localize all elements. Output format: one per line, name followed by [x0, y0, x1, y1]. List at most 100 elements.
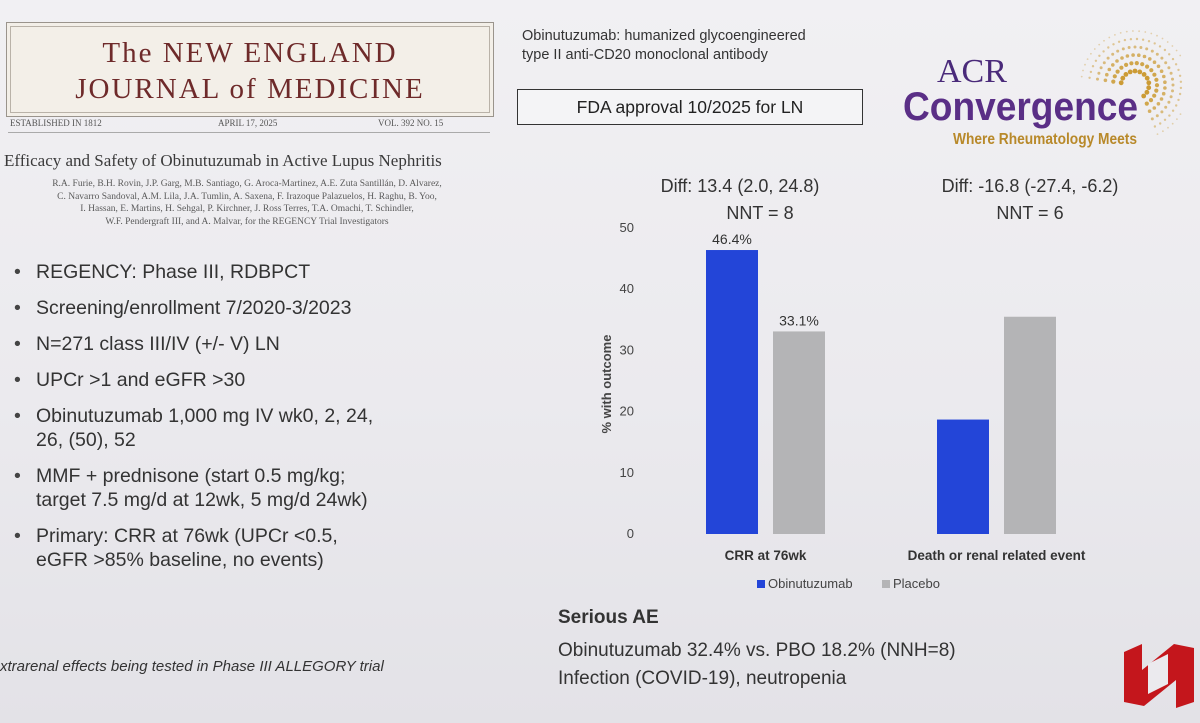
logo-dot: [1137, 69, 1143, 75]
article-title: Efficacy and Safety of Obinutuzumab in A…: [4, 151, 442, 170]
logo-dot: [1159, 97, 1164, 101]
logo-dot: [1133, 45, 1137, 49]
y-axis-label: % with outcome: [599, 335, 614, 434]
logo-acr-text: ACR: [937, 53, 1007, 90]
logo-dot: [1152, 106, 1157, 110]
logo-dot: [1116, 49, 1120, 53]
logo-dot: [1158, 45, 1162, 48]
logo-dot: [1141, 38, 1145, 41]
logo-dot: [1106, 56, 1110, 60]
logo-dot: [1118, 80, 1124, 86]
bullet-item: Screening/enrollment 7/2020-3/2023: [12, 296, 532, 320]
logo-dot: [1179, 86, 1183, 90]
y-tick-label: 10: [620, 465, 634, 480]
legend-swatch-placebo: [882, 580, 890, 588]
logo-dot: [1098, 54, 1101, 57]
authors-line: I. Hassan, E. Martins, H. Sehgal, P. Kir…: [80, 204, 414, 214]
logo-dot: [1163, 118, 1167, 122]
logo-dot: [1129, 38, 1133, 41]
logo-dot: [1179, 113, 1182, 115]
logo-dot: [1178, 92, 1182, 96]
logo-dot: [1154, 77, 1159, 82]
logo-dot: [1103, 39, 1105, 42]
logo-dot: [1164, 61, 1168, 65]
legend-label-obinutuzumab: Obinutuzumab: [768, 576, 853, 591]
y-tick-label: 40: [620, 281, 634, 296]
drug-description: Obinutuzumab: humanized glycoengineered …: [522, 27, 902, 65]
logo-dot: [1124, 62, 1129, 67]
logo-dot: [1120, 75, 1126, 81]
logo-dot: [1147, 40, 1151, 43]
bullet-text: REGENCY: Phase III, RDBPCT: [36, 261, 311, 283]
logo-dot: [1089, 70, 1093, 74]
bullet-text: Obinutuzumab 1,000 mg IV wk0, 2, 24, 26,…: [36, 405, 374, 451]
annotation-diff-death: Diff: -16.8 (-27.4, -6.2): [942, 176, 1119, 196]
logo-dot: [1145, 47, 1149, 51]
logo-dot: [1132, 68, 1138, 74]
logo-dot: [1145, 64, 1150, 69]
fda-approval-box: FDA approval 10/2025 for LN: [517, 89, 863, 125]
logo-dot: [1153, 42, 1156, 45]
trial-bullet-list: REGENCY: Phase III, RDBPCT Screening/enr…: [12, 260, 532, 584]
logo-dot: [1167, 100, 1171, 104]
logo-dot: [1163, 48, 1167, 52]
journal-established: ESTABLISHED IN 1812: [10, 118, 102, 128]
logo-dot: [1135, 37, 1139, 41]
logo-dot: [1111, 63, 1115, 67]
logo-dot: [1159, 69, 1164, 73]
journal-name-line1: The NEW ENGLAND: [102, 37, 398, 69]
logo-dot: [1164, 105, 1168, 109]
drug-description-line1: Obinutuzumab: humanized glycoengineered: [522, 28, 806, 44]
y-tick-label: 0: [627, 526, 634, 541]
logo-dot: [1127, 46, 1131, 49]
logo-dot: [1099, 66, 1103, 70]
drug-description-line2: type II anti-CD20 monoclonal antibody: [522, 47, 768, 63]
logo-dot: [1093, 48, 1096, 50]
logo-dot: [1156, 102, 1161, 106]
logo-dot: [1141, 72, 1147, 77]
logo-dot: [1123, 72, 1129, 77]
unmc-n-logo: [1124, 644, 1194, 708]
nejm-masthead-border: [10, 26, 490, 113]
annotation-nnt-crr: NNT = 8: [726, 203, 793, 223]
logo-dot: [1154, 88, 1159, 93]
nejm-masthead: The NEW ENGLAND JOURNAL of MEDICINE: [6, 22, 494, 117]
logo-dot: [1156, 133, 1159, 135]
logo-dot: [1154, 83, 1160, 88]
logo-dot: [1171, 89, 1174, 93]
logo-dot: [1163, 80, 1167, 84]
logo-dot: [1152, 60, 1157, 64]
logo-dot: [1120, 56, 1124, 60]
logo-dot: [1146, 85, 1152, 91]
logo-dot: [1150, 32, 1153, 35]
authors-line: W.F. Pendergraft III, and A. Malvar, for…: [105, 216, 389, 227]
logo-dot: [1156, 34, 1158, 37]
logo-dot: [1148, 57, 1152, 61]
bar-data-label: 46.4%: [712, 231, 752, 247]
logo-dot: [1161, 91, 1166, 96]
logo-dot: [1117, 40, 1121, 43]
logo-dot: [1098, 43, 1101, 46]
logo-dot: [1096, 77, 1099, 81]
logo-dot: [1179, 80, 1183, 83]
logo-dot: [1082, 69, 1084, 72]
logo-dot: [1160, 110, 1164, 114]
logo-dot: [1111, 79, 1116, 84]
logo-dot: [1166, 41, 1169, 43]
logo-dot: [1163, 86, 1167, 90]
logo-dot: [1138, 30, 1140, 33]
bullet-item: MMF + prednisone (start 0.5 mg/kg; targe…: [12, 464, 532, 512]
serious-ae-line1: Obinutuzumab 32.4% vs. PBO 18.2% (NNH=8): [558, 640, 956, 661]
logo-dot: [1094, 59, 1098, 62]
logo-dot: [1144, 89, 1150, 95]
logo-dot: [1123, 38, 1127, 42]
logo-dot: [1149, 68, 1154, 73]
logo-dot: [1141, 93, 1147, 99]
logo-dot: [1144, 75, 1150, 81]
logo-dot: [1097, 71, 1101, 75]
bullet-text: N=271 class III/IV (+/- V) LN: [36, 333, 280, 355]
logo-dot: [1131, 53, 1135, 57]
logo-dot: [1102, 50, 1105, 53]
annotation-nnt-death: NNT = 6: [996, 203, 1063, 223]
logo-dot: [1088, 76, 1091, 79]
